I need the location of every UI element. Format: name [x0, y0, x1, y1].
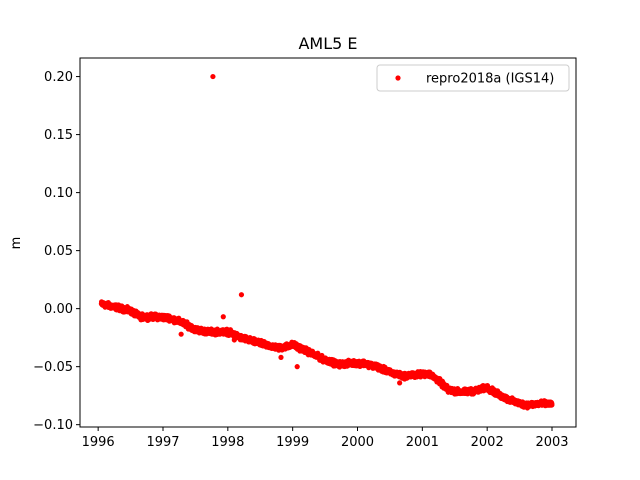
outlier-point [231, 337, 237, 343]
axes-frame [79, 57, 577, 428]
x-tick-label: 1999 [276, 435, 309, 450]
legend-marker [395, 75, 401, 81]
x-tick-label: 2000 [341, 435, 374, 450]
x-tick-label: 1997 [146, 435, 179, 450]
x-tick-label: 1996 [82, 435, 115, 450]
outlier-point [397, 380, 403, 386]
outlier-point [210, 73, 216, 80]
x-tick-label: 2003 [535, 435, 568, 450]
x-tick-label: 2002 [471, 435, 504, 450]
y-tick-label: 0.20 [44, 70, 73, 85]
y-axis-label: m [9, 237, 24, 250]
chart-title: AML5 E [298, 34, 357, 53]
legend-box [376, 64, 570, 92]
y-axis: −0.10 −0.05 0.00 0.05 0.10 0.15 0.20 [33, 70, 80, 433]
y-tick-label: 0.05 [44, 244, 73, 259]
plot-area [79, 57, 577, 428]
outlier-point [294, 364, 300, 370]
outlier-point [278, 354, 284, 360]
outlier-point [238, 292, 245, 298]
x-tick-label: 1998 [211, 435, 244, 450]
legend-label: repro2018a (IGS14) [426, 72, 554, 87]
data-point [549, 402, 555, 408]
x-axis: 1996 1997 1998 1999 2000 2001 2002 2003 [82, 427, 569, 450]
y-tick-label: 0.00 [44, 302, 73, 317]
legend: repro2018a (IGS14) [376, 64, 570, 92]
y-tick-label: −0.05 [33, 360, 73, 375]
outlier-point [220, 314, 226, 320]
y-tick-label: 0.15 [44, 128, 73, 143]
outlier-point [178, 331, 184, 337]
x-tick-label: 2001 [406, 435, 439, 450]
y-tick-label: 0.10 [44, 186, 73, 201]
y-tick-label: −0.10 [33, 418, 73, 433]
